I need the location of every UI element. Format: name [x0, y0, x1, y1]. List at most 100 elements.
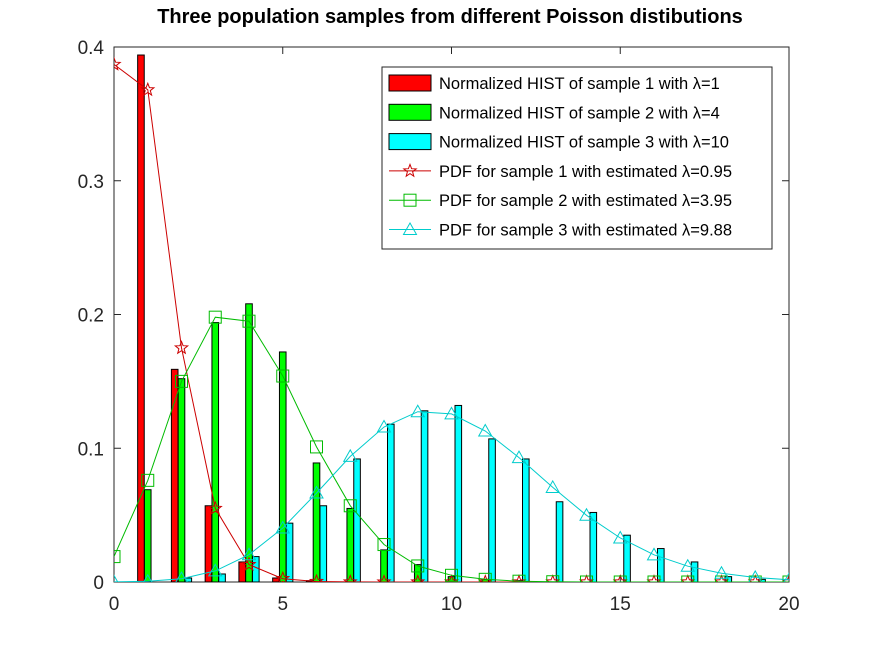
pdf-point-sample-2 [715, 575, 728, 582]
x-tick-label: 10 [441, 594, 462, 615]
x-tick-label: 20 [778, 594, 799, 615]
bar-sample-3 [285, 522, 294, 582]
pdf-point-sample-1 [612, 574, 628, 582]
pdf-point-sample-2 [377, 538, 391, 552]
pdf-point-sample-3 [714, 565, 729, 579]
pdf-point-sample-3 [477, 423, 493, 437]
pdf-point-sample-1 [545, 574, 561, 582]
pdf-point-sample-2 [580, 575, 593, 582]
legend-label: PDF for sample 3 with estimated λ=9.88 [439, 222, 732, 240]
pdf-point-sample-2 [343, 499, 357, 513]
pdf-point-sample-1 [646, 574, 662, 582]
bar-sample-3 [184, 577, 193, 582]
legend-marker-sample-2 [403, 193, 417, 207]
y-tick-label: 0 [93, 573, 104, 594]
pdf-point-sample-1 [308, 573, 325, 582]
pdf-point-sample-3 [783, 572, 789, 582]
bar-sample-3 [589, 511, 598, 582]
pdf-point-sample-3 [444, 406, 459, 420]
bar-sample-3 [555, 501, 564, 582]
legend-label: Normalized HIST of sample 3 with λ=10 [439, 134, 729, 152]
bar-sample-2 [380, 549, 388, 582]
bar-sample-1 [137, 54, 145, 582]
pdf-point-sample-3 [376, 419, 392, 433]
pdf-point-sample-2 [208, 310, 222, 324]
x-tick-label: 15 [610, 594, 631, 615]
pdf-point-sample-1 [173, 339, 190, 355]
pdf-point-sample-1 [443, 574, 460, 582]
pdf-point-sample-2 [546, 575, 560, 582]
pdf-line-sample-3 [114, 411, 789, 582]
pdf-point-sample-1 [275, 570, 291, 582]
pdf-point-sample-2 [478, 572, 492, 582]
pdf-point-sample-2 [445, 568, 458, 582]
chart-title: Three population samples from different … [157, 6, 743, 28]
pdf-point-sample-1 [342, 574, 358, 582]
legend-swatch-sample-3 [388, 133, 432, 151]
pdf-point-sample-3 [241, 547, 257, 561]
pdf-point-sample-1 [140, 81, 156, 97]
legend-label: PDF for sample 1 with estimated λ=0.95 [439, 163, 732, 181]
legend-label: Normalized HIST of sample 1 with λ=1 [439, 75, 720, 93]
bar-sample-3 [218, 573, 226, 582]
bar-sample-3 [420, 410, 429, 582]
bar-sample-1 [272, 577, 280, 582]
bar-sample-3 [690, 561, 699, 582]
bar-sample-2 [312, 462, 321, 582]
bar-sample-3 [353, 458, 361, 582]
legend-label: Normalized HIST of sample 2 with λ=4 [439, 104, 720, 122]
x-tick-label: 0 [109, 594, 120, 615]
pdf-point-sample-3 [143, 573, 153, 582]
pdf-point-sample-1 [680, 574, 696, 582]
pdf-point-sample-2 [748, 575, 762, 582]
pdf-point-sample-3 [309, 485, 324, 499]
plot-content [114, 54, 800, 582]
bar-sample-1 [238, 561, 246, 582]
legend-marker-sample-1 [402, 162, 418, 178]
pdf-point-sample-3 [342, 448, 358, 462]
pdf-point-sample-3 [680, 558, 696, 572]
pdf-point-sample-3 [175, 571, 188, 582]
legend-swatch-sample-1 [388, 74, 432, 92]
legend-marker-sample-3 [402, 221, 418, 235]
y-tick-label: 0.1 [78, 439, 104, 460]
pdf-point-sample-1 [376, 574, 392, 582]
bar-sample-2 [346, 507, 355, 582]
pdf-point-sample-1 [781, 574, 789, 582]
pdf-point-sample-3 [114, 574, 119, 582]
plot-area: 0 5 10 15 20 0 0.1 0.2 0.3 0.4 Normalized HIST of … [78, 38, 800, 615]
pdf-point-sample-1 [713, 574, 730, 582]
pdf-point-sample-2 [310, 440, 323, 454]
pdf-point-sample-1 [207, 500, 223, 515]
pdf-point-sample-3 [545, 479, 561, 493]
pdf-point-sample-2 [141, 473, 155, 487]
pdf-point-sample-1 [410, 574, 426, 582]
pdf-point-sample-3 [612, 530, 628, 544]
bar-sample-3 [454, 404, 463, 582]
bar-sample-2 [143, 489, 152, 582]
pdf-point-sample-3 [207, 563, 223, 577]
pdf-point-sample-1 [114, 56, 122, 71]
pdf-point-sample-3 [275, 520, 291, 534]
bar-sample-3 [724, 576, 733, 582]
bar-sample-2 [177, 378, 186, 582]
bar-sample-3 [522, 458, 530, 582]
pdf-point-sample-2 [175, 374, 188, 388]
bar-sample-3 [319, 505, 328, 582]
pdf-point-sample-2 [681, 575, 695, 582]
pdf-point-sample-2 [276, 369, 290, 383]
pdf-point-sample-2 [114, 550, 121, 564]
bar-sample-2 [278, 351, 287, 582]
pdf-line-sample-2 [114, 316, 789, 582]
pdf-point-sample-3 [748, 569, 763, 582]
bar-sample-3 [387, 423, 395, 582]
pdf-point-sample-2 [242, 314, 256, 328]
pdf-point-sample-3 [410, 404, 426, 418]
pdf-point-sample-2 [647, 575, 661, 582]
y-tick-label: 0.3 [78, 172, 104, 193]
pdf-point-sample-1 [241, 556, 257, 572]
bar-sample-3 [758, 578, 766, 582]
pdf-line-sample-1 [114, 64, 789, 582]
bar-sample-3 [793, 581, 800, 582]
pdf-point-sample-1 [511, 574, 527, 582]
